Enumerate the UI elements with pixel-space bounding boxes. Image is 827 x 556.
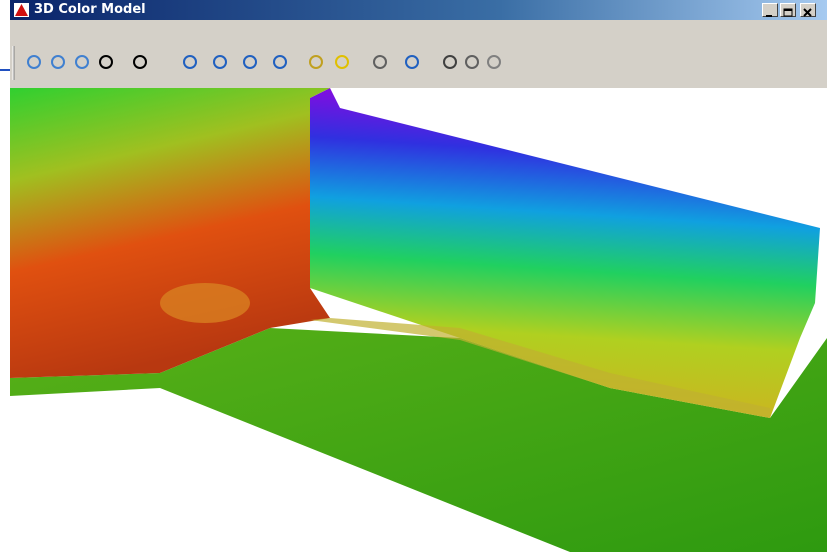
tool-button[interactable] xyxy=(72,52,94,74)
tool-icon xyxy=(487,55,501,69)
tool-icon xyxy=(243,55,257,69)
tool-button[interactable] xyxy=(462,52,484,74)
tool-icon xyxy=(309,55,323,69)
tool-button[interactable] xyxy=(24,52,46,74)
maximize-icon xyxy=(783,8,793,17)
minimize-button[interactable] xyxy=(762,3,778,17)
left-strip xyxy=(0,0,10,552)
close-icon xyxy=(803,8,812,17)
tool-button[interactable] xyxy=(240,52,262,74)
tool-button[interactable] xyxy=(306,52,328,74)
minimize-icon xyxy=(766,15,772,17)
left-slope xyxy=(10,88,330,378)
wall xyxy=(310,88,820,418)
tool-button[interactable] xyxy=(402,52,424,74)
3d-view[interactable] xyxy=(10,88,827,552)
tool-button[interactable] xyxy=(210,52,232,74)
floor xyxy=(10,328,827,552)
tool-icon xyxy=(273,55,287,69)
tool-icon xyxy=(335,55,349,69)
tool-icon xyxy=(213,55,227,69)
ledge xyxy=(310,318,770,418)
tool-button[interactable] xyxy=(48,52,70,74)
window-title: 3D Color Model xyxy=(34,2,146,17)
tool-icon xyxy=(465,55,479,69)
tool-button[interactable] xyxy=(440,52,462,74)
tool-button[interactable] xyxy=(484,52,506,74)
tool-icon xyxy=(443,55,457,69)
terrain-render xyxy=(10,88,827,552)
tool-button[interactable] xyxy=(270,52,292,74)
tool-icon xyxy=(27,55,41,69)
tool-icon xyxy=(99,55,113,69)
title-bar: 3D Color Model xyxy=(10,0,827,20)
tool-button[interactable] xyxy=(96,52,118,74)
tool-icon xyxy=(51,55,65,69)
tool-icon xyxy=(373,55,387,69)
mound xyxy=(160,283,250,323)
tool-icon xyxy=(75,55,89,69)
tool-button[interactable] xyxy=(370,52,392,74)
app-icon xyxy=(14,3,29,17)
tool-icon xyxy=(405,55,419,69)
tool-button[interactable] xyxy=(332,52,354,74)
tool-icon xyxy=(133,55,147,69)
tool-button[interactable] xyxy=(180,52,202,74)
tool-button[interactable] xyxy=(130,52,152,74)
toolbar-grip xyxy=(12,46,15,80)
toolbar xyxy=(10,38,827,88)
close-button[interactable] xyxy=(800,3,816,17)
maximize-button[interactable] xyxy=(780,3,796,17)
tool-icon xyxy=(183,55,197,69)
